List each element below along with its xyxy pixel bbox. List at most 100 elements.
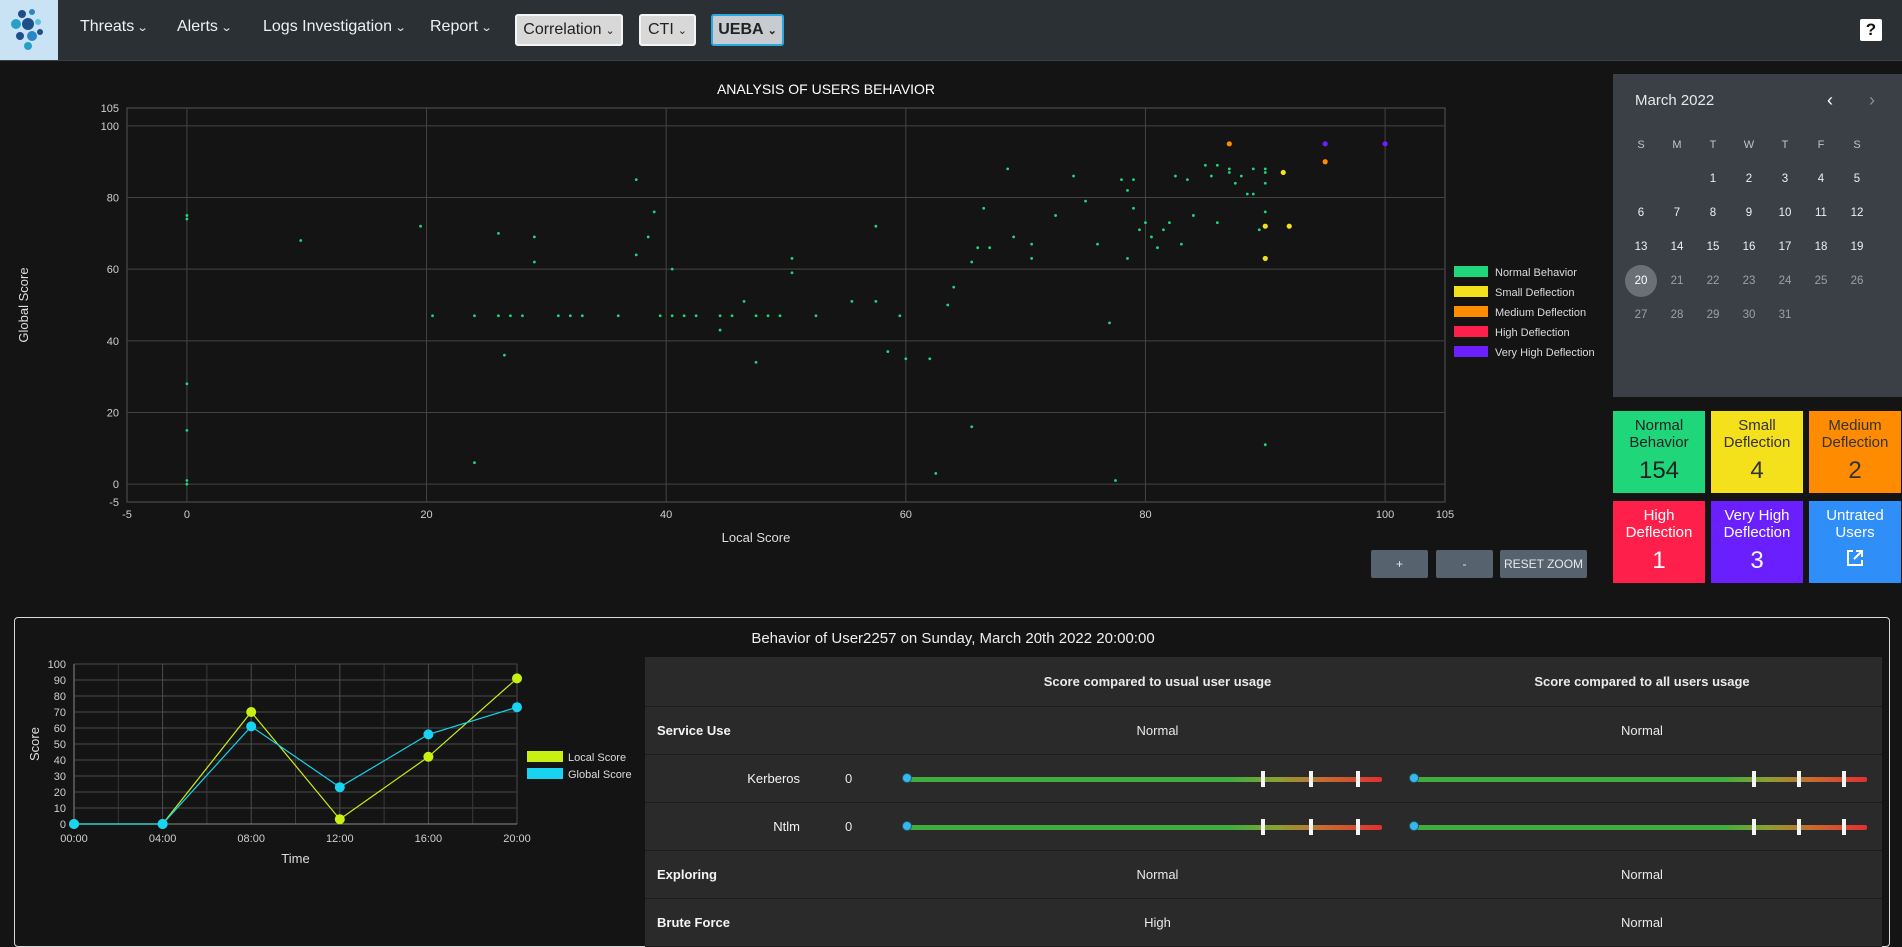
calendar-day[interactable]: 2 xyxy=(1745,173,1753,185)
series-point xyxy=(512,702,522,713)
calendar-day[interactable]: 12 xyxy=(1850,207,1864,219)
calendar-day[interactable]: 5 xyxy=(1853,173,1861,185)
y-tick-label: 70 xyxy=(54,707,66,719)
nav-correlation-button[interactable]: Correlation ⌄ xyxy=(515,14,623,46)
calendar-day[interactable]: 13 xyxy=(1634,241,1648,253)
reset-zoom-button[interactable]: RESET ZOOM xyxy=(1500,550,1587,578)
slider-handle[interactable] xyxy=(902,821,912,831)
calendar-day[interactable]: 29 xyxy=(1706,309,1720,321)
calendar-day[interactable]: 1 xyxy=(1709,173,1717,185)
calendar-day[interactable]: 31 xyxy=(1778,309,1792,321)
category-tile-untrated-users[interactable]: Untrated Users xyxy=(1809,501,1901,583)
nav-report[interactable]: Report ⌄ xyxy=(430,18,493,35)
calendar-day[interactable]: 20 xyxy=(1623,265,1659,297)
help-button[interactable]: ? xyxy=(1860,19,1882,41)
calendar-day[interactable]: 23 xyxy=(1742,275,1756,287)
calendar-day[interactable]: 18 xyxy=(1814,241,1828,253)
calendar-day[interactable]: 10 xyxy=(1778,207,1792,219)
legend-swatch xyxy=(527,768,563,779)
scatter-point xyxy=(790,257,794,260)
y-tick-label: 80 xyxy=(54,691,66,703)
scatter-point xyxy=(1185,178,1189,182)
calendar-week-row: 6 7 8 9 10 11 12 xyxy=(1623,196,1893,230)
calendar-day[interactable]: 11 xyxy=(1815,207,1827,219)
weekday-label: S xyxy=(1853,139,1861,151)
scatter-point xyxy=(497,314,500,318)
calendar-day[interactable]: 22 xyxy=(1706,275,1720,287)
calendar-day[interactable]: 25 xyxy=(1814,275,1828,287)
scatter-point xyxy=(814,314,818,318)
scatter-point xyxy=(1072,174,1075,178)
user-score-line-chart[interactable]: 0 10 20 30 40 50 60 70 80 90 100 00:00 04:00 08:00 12:… xyxy=(22,656,642,896)
user-usage-slider[interactable] xyxy=(902,771,1382,787)
category-tile-medium-deflection[interactable]: Medium Deflection 2 xyxy=(1809,411,1901,493)
scatter-point xyxy=(790,271,794,275)
calendar-day[interactable]: 9 xyxy=(1745,207,1753,219)
scatter-point xyxy=(521,314,524,318)
calendar-day[interactable]: 27 xyxy=(1634,309,1648,321)
nav-ueba-button[interactable]: UEBA ⌄ xyxy=(711,14,784,46)
category-tile-high-deflection[interactable]: High Deflection 1 xyxy=(1613,501,1705,583)
zoom-out-button[interactable]: - xyxy=(1436,550,1493,578)
scatter-point xyxy=(473,314,476,318)
score-row-ntlm: Ntlm 0 xyxy=(645,803,1882,851)
scatter-point xyxy=(1322,141,1328,147)
scatter-point xyxy=(1006,167,1010,171)
scatter-point xyxy=(1263,210,1267,214)
scatter-point xyxy=(1203,163,1207,167)
users-behavior-scatter-chart[interactable]: -5 0 20 40 60 80 100 105 -5 0 20 40 60 80 100 105 ANALYS… xyxy=(0,60,1610,550)
user-usage-score: High xyxy=(1144,915,1171,930)
category-tile-very-high-deflection[interactable]: Very High Deflection 3 xyxy=(1711,501,1803,583)
all-users-slider[interactable] xyxy=(1409,819,1867,835)
score-row-label: Exploring xyxy=(657,867,717,882)
calendar-day[interactable]: 28 xyxy=(1670,309,1684,321)
calendar-day[interactable]: 3 xyxy=(1781,173,1789,185)
scatter-point xyxy=(670,314,674,318)
y-tick-label: 100 xyxy=(48,659,66,671)
scatter-point xyxy=(646,235,650,239)
x-tick-label: 20:00 xyxy=(503,833,531,845)
scatter-point xyxy=(185,382,189,386)
calendar-day[interactable]: 19 xyxy=(1850,241,1864,253)
calendar-day[interactable]: 17 xyxy=(1778,241,1792,253)
calendar-day[interactable]: 15 xyxy=(1706,241,1720,253)
nav-logs-investigation[interactable]: Logs Investigation ⌄ xyxy=(263,18,407,35)
calendar-day[interactable]: 7 xyxy=(1673,207,1681,219)
calendar-day[interactable]: 24 xyxy=(1778,275,1792,287)
user-usage-slider[interactable] xyxy=(902,819,1382,835)
scatter-point xyxy=(934,471,938,475)
chevron-down-icon: ⌄ xyxy=(767,24,777,37)
scatter-point xyxy=(718,314,722,318)
nav-threats[interactable]: Threats ⌄ xyxy=(80,18,149,35)
nav-alerts[interactable]: Alerts ⌄ xyxy=(177,18,233,35)
calendar-day[interactable]: 6 xyxy=(1637,207,1645,219)
all-users-slider[interactable] xyxy=(1409,771,1867,787)
calendar-day[interactable]: 21 xyxy=(1670,275,1684,287)
calendar-next-month-icon[interactable]: › xyxy=(1869,90,1875,110)
scatter-point xyxy=(532,260,536,264)
calendar-day[interactable]: 4 xyxy=(1817,173,1825,185)
category-tile-normal-behavior[interactable]: Normal Behavior 154 xyxy=(1613,411,1705,493)
app-logo[interactable] xyxy=(0,0,58,60)
calendar-day[interactable]: 16 xyxy=(1742,241,1756,253)
calendar-day[interactable]: 14 xyxy=(1670,241,1684,253)
slider-handle[interactable] xyxy=(1409,773,1419,783)
slider-handle[interactable] xyxy=(1409,821,1419,831)
calendar-day[interactable]: 30 xyxy=(1742,309,1756,321)
calendar-prev-month-icon[interactable]: ‹ xyxy=(1827,90,1833,110)
nav-cti-button[interactable]: CTI ⌄ xyxy=(639,14,696,46)
score-row-kerberos: Kerberos 0 xyxy=(645,755,1882,803)
legend-swatch xyxy=(1454,346,1488,357)
scatter-point xyxy=(1108,321,1111,325)
scatter-point xyxy=(874,300,878,303)
zoom-in-button[interactable]: + xyxy=(1371,550,1428,578)
tile-count: 3 xyxy=(1750,547,1764,574)
scatter-point xyxy=(185,428,189,432)
y-tick-label: 40 xyxy=(107,336,119,348)
calendar-day[interactable]: 8 xyxy=(1709,207,1717,219)
scatter-point xyxy=(1126,188,1129,192)
calendar-day[interactable]: 26 xyxy=(1850,275,1864,287)
category-tile-small-deflection[interactable]: Small Deflection 4 xyxy=(1711,411,1803,493)
slider-handle[interactable] xyxy=(902,773,912,783)
scatter-point xyxy=(1257,228,1261,232)
